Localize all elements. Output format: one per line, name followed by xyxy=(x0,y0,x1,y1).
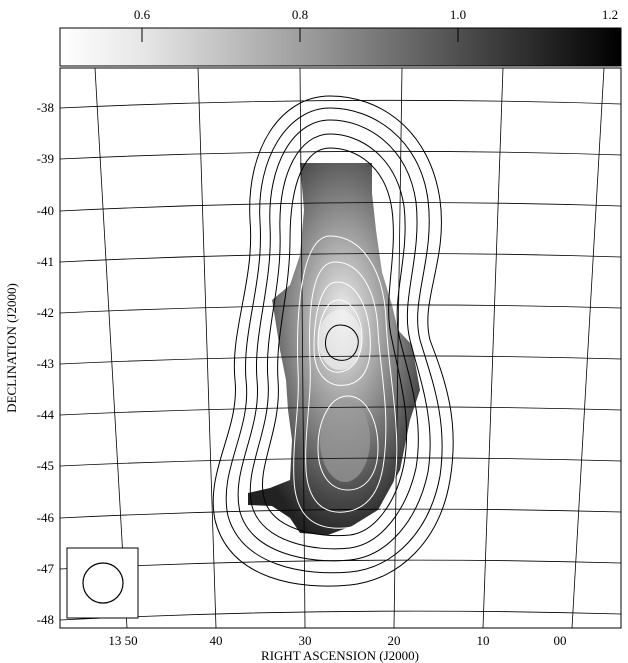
ra-tick-5: 00 xyxy=(554,633,567,648)
ra-tick-0: 13 50 xyxy=(108,633,137,648)
dec-tick-4: -42 xyxy=(37,305,54,320)
dec-tick-7: -45 xyxy=(37,458,54,473)
colorbar-tick-3: 1.2 xyxy=(602,7,618,22)
dec-tick-labels: -38 -39 -40 -41 -42 -43 -44 -45 -46 -47 … xyxy=(37,100,55,627)
ra-tick-2: 30 xyxy=(299,633,312,648)
beam-circle xyxy=(82,562,124,604)
bright-patch xyxy=(320,398,370,482)
beam-indicator xyxy=(66,547,139,619)
coordinate-grid xyxy=(60,68,621,628)
dec-tick-0: -38 xyxy=(37,100,54,115)
contours-inner xyxy=(293,235,398,529)
ra-tick-labels: 13 50 40 30 20 10 00 xyxy=(108,633,566,648)
x-axis-title: RIGHT ASCENSION (J2000) xyxy=(261,648,419,663)
dec-tick-8: -46 xyxy=(37,510,55,525)
bright-core xyxy=(318,310,362,370)
dec-tick-1: -39 xyxy=(37,151,54,166)
colorbar-tick-2: 1.0 xyxy=(450,7,466,22)
colorbar-tick-0: 0.6 xyxy=(134,7,151,22)
colorbar-gradient xyxy=(59,27,622,67)
colorbar: 0.6 0.8 1.0 1.2 xyxy=(59,7,622,67)
ra-tick-1: 40 xyxy=(210,633,223,648)
y-axis-title: DECLINATION (J2000) xyxy=(4,283,19,413)
dec-tick-3: -41 xyxy=(37,254,54,269)
dec-tick-5: -43 xyxy=(37,356,54,371)
dec-tick-9: -47 xyxy=(37,561,55,576)
contour-peak xyxy=(325,324,359,361)
ra-tick-3: 20 xyxy=(388,633,401,648)
contours-outer xyxy=(212,95,454,587)
colorbar-tick-marks xyxy=(141,28,617,42)
dec-tick-6: -44 xyxy=(37,407,55,422)
dec-tick-2: -40 xyxy=(37,203,54,218)
ra-tick-4: 10 xyxy=(477,633,490,648)
colorbar-tick-1: 0.8 xyxy=(292,7,308,22)
dec-tick-10: -48 xyxy=(37,612,54,627)
